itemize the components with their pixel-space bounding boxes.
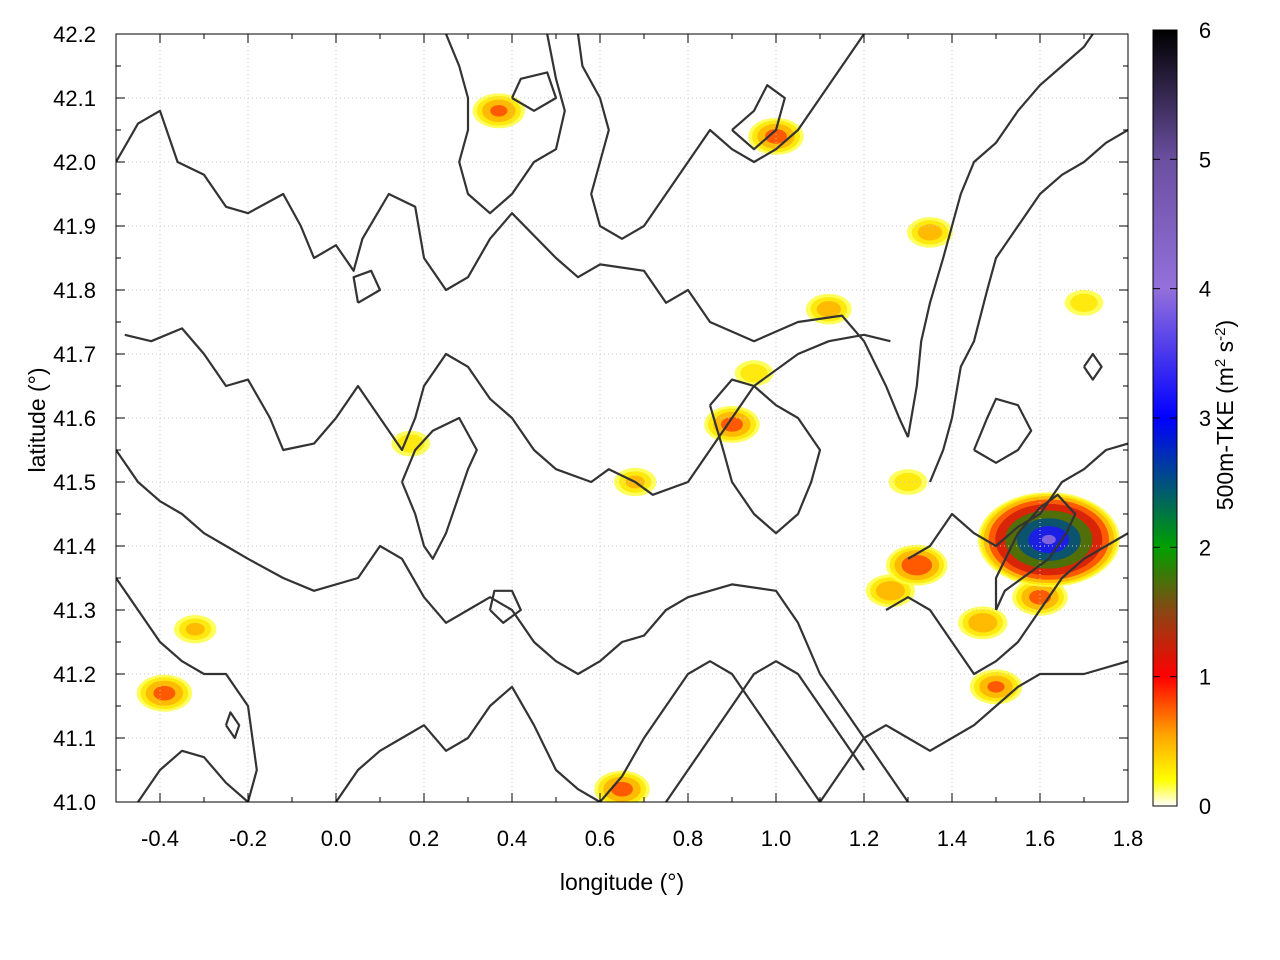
x-tick-label-9: 1.4 [937,826,968,851]
tke-hotspot-11-level-3 [490,105,508,117]
x-tick-label-2: 0.0 [321,826,352,851]
colorbar-title: 500m-TKE (m2 s-2) [1212,320,1238,510]
terrain-contour-17 [972,397,1033,464]
tke-hotspot-15-level-3 [153,685,176,701]
y-tick-label-7: 41.7 [53,342,96,367]
y-tick-label-0: 41.0 [53,790,96,815]
terrain-contour-11 [928,129,1128,483]
x-tick-label-4: 0.4 [497,826,528,851]
x-tick-label-1: -0.2 [229,826,267,851]
x-tick-label-7: 1.0 [761,826,792,851]
terrain-contour-7 [665,660,865,802]
x-tick-label-0: -0.4 [141,826,179,851]
terrain-contour-21 [511,71,558,112]
x-tick-label-10: 1.6 [1025,826,1056,851]
y-tick-label-4: 41.4 [53,534,96,559]
y-tick-labels: 41.0 41.1 41.2 41.3 41.4 41.5 41.6 41.7 41.8 41.9… [53,22,96,815]
terrain-contour-12 [906,34,1094,438]
terrain-contour-5 [335,685,601,802]
colorbar-tick-label-4: 4 [1199,277,1211,302]
y-tick-label-6: 41.6 [53,406,96,431]
tke-hotspot-5-level-2 [185,622,205,636]
x-tick-label-8: 1.2 [849,826,880,851]
tke-hotspot-8-level-2 [875,581,905,601]
terrain-contour-22 [731,84,786,151]
axis-ticks [116,33,1129,803]
x-axis-title: longitude (°) [560,869,684,895]
terrain-contour-9 [885,532,1128,676]
colorbar-tick-label-0: 0 [1199,794,1211,819]
y-axis-title: latitude (°) [24,367,50,472]
y-tick-label-3: 41.3 [53,598,96,623]
terrain-contour-20 [224,711,241,740]
colorbar-tick-label-6: 6 [1199,18,1211,43]
tke-hotspot-1-level-1 [1070,293,1098,312]
terrain-contour-8 [907,442,1128,560]
tke-hotspot-18-level-3 [901,555,933,576]
terrain-contour-2 [116,449,909,802]
y-tick-label-10: 42.0 [53,150,96,175]
terrain-contour-23 [352,269,382,304]
colorbar-tick-label-1: 1 [1199,665,1211,690]
tke-hotspot-10-level-3 [987,681,1005,693]
y-tick-label-2: 41.2 [53,662,96,687]
x-tick-label-11: 1.8 [1113,826,1144,851]
terrain-contour-19 [488,589,522,624]
terrain-contour-14 [444,34,566,215]
terrain-contour-10 [819,660,1128,802]
colorbar-ticks: 0 1 2 3 4 5 6 [1153,18,1211,819]
terrain-contours [116,34,1128,802]
colorbar-tick-label-3: 3 [1199,406,1211,431]
terrain-contour-6 [599,660,821,802]
terrain-contour-3 [116,577,258,802]
tke-hotspot-20-level-8 [1041,534,1056,545]
y-tick-label-5: 41.5 [53,470,96,495]
tke-hotspot-6-level-2 [917,224,943,241]
x-tick-label-6: 0.8 [673,826,704,851]
terrain-contour-13 [576,34,865,240]
y-tick-label-11: 42.1 [53,86,96,111]
terrain-contour-1 [124,327,891,496]
terrain-contour-0 [116,109,909,438]
tke-hotspot-13-level-3 [765,129,787,144]
x-tick-label-3: 0.2 [409,826,440,851]
tke-hotspot-0-level-1 [740,364,768,383]
terrain-contour-24 [1083,352,1103,381]
terrain-contour-15 [400,416,478,560]
y-tick-label-8: 41.8 [53,278,96,303]
tke-hotspot-16-level-3 [611,781,633,797]
x-tick-labels: -0.4 -0.2 0.0 0.2 0.4 0.6 0.8 1.0 1.2 1.4 1.6 1.8 [141,826,1143,851]
y-tick-label-1: 41.1 [53,726,96,751]
tke-hotspot-9-level-2 [968,613,998,633]
x-tick-label-5: 0.6 [585,826,616,851]
y-tick-label-12: 42.2 [53,22,96,47]
tke-hotspot-14-level-3 [721,417,743,432]
terrain-contour-4 [137,749,249,802]
terrain-contour-16 [708,378,822,535]
colorbar-tick-label-5: 5 [1199,147,1211,172]
y-tick-label-9: 41.9 [53,214,96,239]
tke-hotspot-7-level-2 [816,301,841,318]
colorbar-tick-label-2: 2 [1199,535,1211,560]
terrain-contour-18 [994,493,1077,611]
grid-lines [116,34,1128,802]
